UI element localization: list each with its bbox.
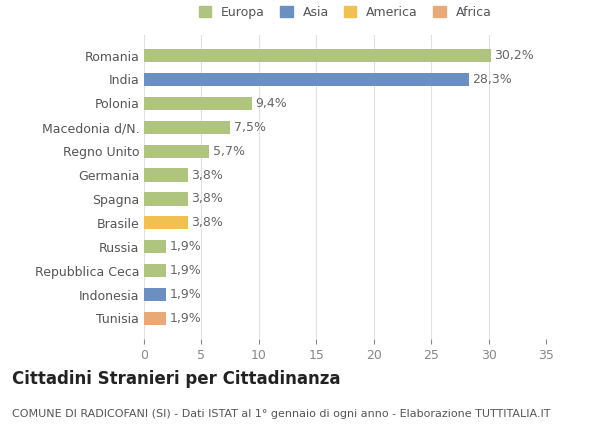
Text: 3,8%: 3,8%	[191, 216, 223, 229]
Bar	[144, 288, 166, 301]
Text: 3,8%: 3,8%	[191, 192, 223, 205]
Text: 1,9%: 1,9%	[169, 264, 201, 277]
Text: 1,9%: 1,9%	[169, 288, 201, 301]
Text: COMUNE DI RADICOFANI (SI) - Dati ISTAT al 1° gennaio di ogni anno - Elaborazione: COMUNE DI RADICOFANI (SI) - Dati ISTAT a…	[12, 409, 551, 419]
Text: 5,7%: 5,7%	[213, 145, 245, 158]
Text: 1,9%: 1,9%	[169, 240, 201, 253]
Bar	[144, 216, 188, 229]
Text: 1,9%: 1,9%	[169, 312, 201, 325]
Bar	[144, 97, 252, 110]
Bar	[144, 49, 491, 62]
Text: 9,4%: 9,4%	[256, 97, 287, 110]
Text: 28,3%: 28,3%	[472, 73, 512, 86]
Bar	[144, 169, 188, 182]
Text: Cittadini Stranieri per Cittadinanza: Cittadini Stranieri per Cittadinanza	[12, 370, 341, 388]
Bar	[144, 240, 166, 253]
Bar	[144, 121, 230, 134]
Bar	[144, 145, 209, 158]
Bar	[144, 192, 188, 205]
Text: 30,2%: 30,2%	[494, 49, 534, 62]
Bar	[144, 73, 469, 86]
Legend: Europa, Asia, America, Africa: Europa, Asia, America, Africa	[195, 2, 495, 23]
Bar	[144, 312, 166, 325]
Text: 3,8%: 3,8%	[191, 169, 223, 182]
Bar	[144, 264, 166, 277]
Text: 7,5%: 7,5%	[233, 121, 266, 134]
